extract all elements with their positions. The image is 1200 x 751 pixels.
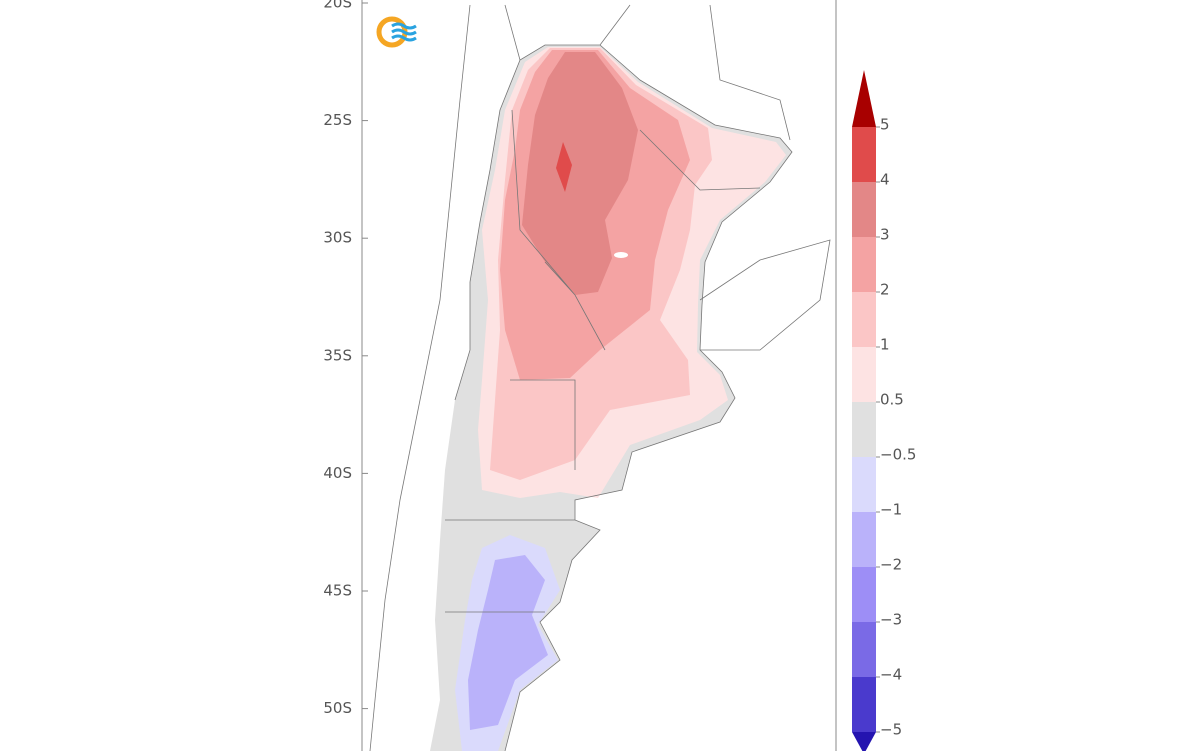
border bbox=[369, 4, 831, 751]
colorbar-label: −3 bbox=[880, 611, 902, 629]
colorbar-bin bbox=[852, 237, 876, 292]
latitude-label: 25S bbox=[323, 111, 352, 129]
latitude-labels: 20S 25S 30S 35S 40S 45S 50S bbox=[323, 0, 368, 717]
colorbar-bin bbox=[852, 402, 876, 457]
anomaly-region bbox=[614, 252, 628, 258]
logo bbox=[376, 16, 417, 48]
colorbar-label: 5 bbox=[880, 116, 890, 134]
latitude-label: 35S bbox=[323, 346, 352, 364]
colorbar-bin bbox=[852, 512, 876, 567]
anomaly-region bbox=[522, 52, 638, 295]
border bbox=[445, 44, 793, 751]
colorbar: 5 4 3 2 1 0.5 −0.5 −1 −2 −3 −4 −5 bbox=[852, 70, 916, 751]
colorbar-bin bbox=[852, 127, 876, 182]
colorbar-bin bbox=[852, 457, 876, 512]
colorbar-label: −4 bbox=[880, 666, 902, 684]
latitude-label: 50S bbox=[323, 699, 352, 717]
colorbar-bin bbox=[852, 622, 876, 677]
colorbar-arrow bbox=[852, 70, 876, 127]
colorbar-label: 1 bbox=[880, 336, 890, 354]
colorbar-label: −1 bbox=[880, 501, 902, 519]
colorbar-bin bbox=[852, 567, 876, 622]
colorbar-arrow bbox=[852, 732, 876, 751]
latitude-label: 40S bbox=[323, 464, 352, 482]
colorbar-label: −2 bbox=[880, 556, 902, 574]
colorbar-label: 4 bbox=[880, 171, 890, 189]
anomaly-region bbox=[556, 142, 572, 192]
anomaly-region bbox=[468, 555, 548, 730]
map-panel bbox=[361, 0, 837, 751]
latitude-label: 20S bbox=[323, 0, 352, 12]
colorbar-bin bbox=[852, 292, 876, 347]
colorbar-label: −5 bbox=[880, 721, 902, 739]
colorbar-label: −0.5 bbox=[880, 446, 916, 464]
colorbar-label: 2 bbox=[880, 281, 890, 299]
colorbar-bin bbox=[852, 182, 876, 237]
latitude-label: 30S bbox=[323, 229, 352, 247]
colorbar-bin bbox=[852, 347, 876, 402]
latitude-label: 45S bbox=[323, 582, 352, 600]
colorbar-label: 3 bbox=[880, 226, 890, 244]
colorbar-bin bbox=[852, 677, 876, 732]
colorbar-label: 0.5 bbox=[880, 391, 904, 409]
